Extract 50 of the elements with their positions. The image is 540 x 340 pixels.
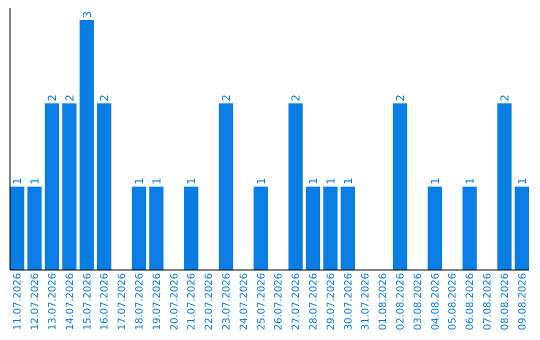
x-tick-label: 08.08.2026	[500, 273, 511, 330]
data-label: 1	[150, 178, 164, 185]
x-tick-label: 17.07.2026	[117, 273, 128, 330]
data-label: 1	[254, 178, 268, 185]
x-tick-label: 03.08.2026	[412, 273, 424, 330]
data-label: 1	[464, 178, 477, 185]
x-tick-label: 04.08.2026	[430, 273, 442, 330]
data-label: 2	[498, 94, 512, 102]
x-tick-label: 02.08.2026	[396, 273, 407, 330]
data-label: 2	[220, 94, 233, 102]
x-tick-label: 22.07.2026	[204, 273, 216, 330]
data-label: 1	[132, 178, 146, 185]
data-label: 1	[516, 178, 529, 185]
x-tick-label: 25.07.2026	[256, 273, 268, 330]
data-label: 2	[394, 94, 408, 102]
data-label: 2	[98, 94, 112, 102]
x-tick-label: 27.07.2026	[291, 273, 302, 330]
data-label: 1	[28, 178, 42, 185]
x-tick-label: 16.07.2026	[100, 273, 111, 330]
x-tick-label: 30.07.2026	[343, 273, 354, 330]
x-tick-label: 09.08.2026	[517, 273, 528, 330]
data-label: 1	[185, 178, 198, 185]
data-label: 1	[428, 178, 442, 185]
x-tick-label: 31.07.2026	[360, 273, 372, 330]
x-tick-label: 23.07.2026	[221, 273, 232, 330]
x-tick-label: 01.08.2026	[378, 273, 390, 330]
x-tick-label: 20.07.2026	[169, 273, 180, 330]
x-tick-label: 29.07.2026	[326, 273, 337, 330]
data-label: 1	[324, 178, 338, 185]
x-tick-label: 13.07.2026	[47, 273, 58, 330]
x-tick-label: 21.07.2026	[186, 273, 198, 330]
data-label: 1	[307, 178, 320, 185]
x-tick-label: 07.08.2026	[482, 273, 494, 330]
x-tick-label: 26.07.2026	[274, 273, 285, 330]
x-tick-label: 06.08.2026	[465, 273, 476, 330]
x-tick-label: 18.07.2026	[134, 273, 146, 330]
x-tick-label: 19.07.2026	[152, 273, 163, 330]
x-tick-label: 05.08.2026	[448, 273, 459, 330]
x-tick-label: 24.07.2026	[238, 273, 250, 330]
data-label: 1	[342, 178, 355, 185]
x-tick-label: 12.07.2026	[30, 273, 42, 330]
data-label: 2	[290, 94, 303, 102]
x-tick-label: 11.07.2026	[12, 273, 24, 330]
data-label: 2	[46, 94, 59, 102]
x-tick-label: 15.07.2026	[82, 273, 94, 330]
data-label: 1	[11, 178, 24, 185]
data-label: 3	[80, 11, 94, 18]
data-label: 2	[63, 94, 76, 102]
x-tick-label: 28.07.2026	[308, 273, 320, 330]
x-tick-label: 14.07.2026	[64, 273, 76, 330]
